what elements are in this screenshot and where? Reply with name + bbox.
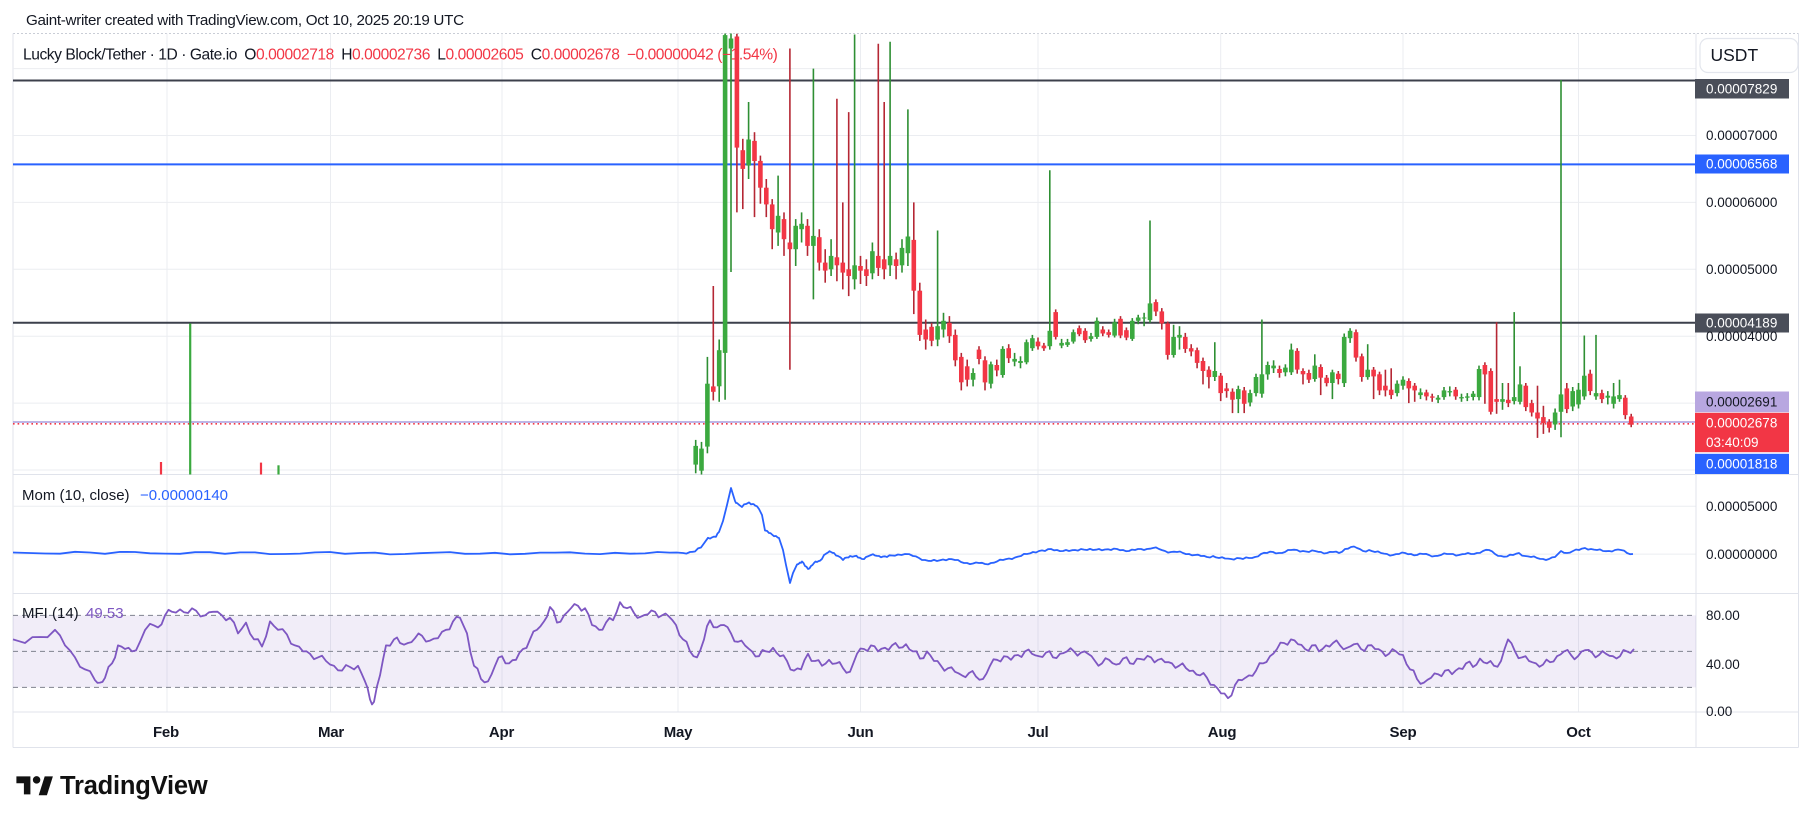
svg-text:Aug: Aug: [1208, 724, 1237, 741]
svg-text:03:40:09: 03:40:09: [1706, 435, 1759, 450]
svg-text:Jul: Jul: [1027, 724, 1048, 741]
svg-text:TradingView: TradingView: [60, 772, 208, 800]
svg-text:0.00006568: 0.00006568: [1706, 157, 1777, 172]
svg-text:0.00004000: 0.00004000: [1706, 329, 1777, 344]
svg-text:MFI (14): MFI (14): [22, 605, 79, 622]
svg-text:0.00004189: 0.00004189: [1706, 316, 1777, 331]
svg-text:80.00: 80.00: [1706, 608, 1740, 623]
svg-text:Lucky Block/Tether · 1D · Gate: Lucky Block/Tether · 1D · Gate.io O0.000…: [23, 47, 778, 64]
svg-text:0.00006000: 0.00006000: [1706, 195, 1777, 210]
svg-text:0.00005000: 0.00005000: [1706, 262, 1777, 277]
svg-text:Jun: Jun: [847, 724, 873, 741]
svg-text:Oct: Oct: [1566, 724, 1591, 741]
svg-text:0.00000000: 0.00000000: [1706, 547, 1777, 562]
svg-text:40.00: 40.00: [1706, 657, 1740, 672]
svg-text:−0.00000140: −0.00000140: [140, 487, 228, 504]
svg-text:0.00007829: 0.00007829: [1706, 82, 1777, 97]
svg-text:0.00007000: 0.00007000: [1706, 128, 1777, 143]
svg-text:May: May: [664, 724, 693, 741]
svg-text:0.00005000: 0.00005000: [1706, 499, 1777, 514]
svg-text:Gaint-writer created with Trad: Gaint-writer created with TradingView.co…: [26, 12, 464, 29]
svg-text:0.00002678: 0.00002678: [1706, 415, 1777, 430]
svg-text:Mar: Mar: [318, 724, 344, 741]
svg-text:0.00001818: 0.00001818: [1706, 457, 1777, 472]
svg-text:Mom (10, close): Mom (10, close): [22, 487, 130, 504]
svg-text:0.00: 0.00: [1706, 704, 1732, 719]
svg-text:USDT: USDT: [1711, 45, 1759, 65]
svg-text:Sep: Sep: [1390, 724, 1417, 741]
svg-text:49.53: 49.53: [86, 605, 124, 622]
svg-text:Feb: Feb: [153, 724, 179, 741]
svg-text:0.00002691: 0.00002691: [1706, 395, 1777, 410]
svg-text:Apr: Apr: [489, 724, 515, 741]
